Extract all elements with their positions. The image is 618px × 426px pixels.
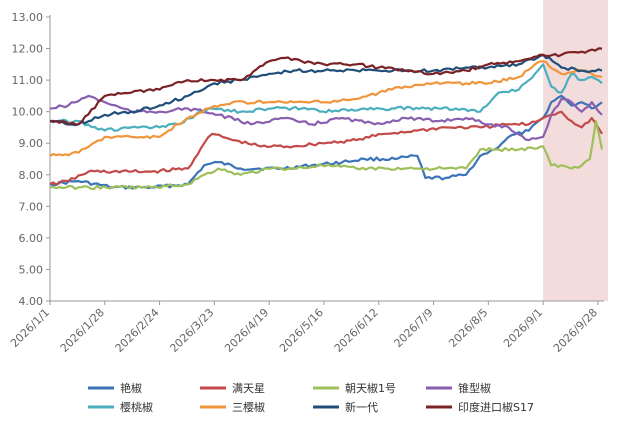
series-line-4 [49,94,603,142]
y-tick-label: 11.00 [12,74,44,87]
series-line-3 [49,120,604,190]
legend-label: 新一代 [345,400,378,414]
x-tick-label: 2026/9/1 [501,306,545,350]
x-tick-label: 2026/4/19 [222,306,271,355]
x-tick-label: 2026/1/28 [58,306,107,355]
series-line-2 [49,110,603,186]
legend-label: 三樱椒 [232,400,265,414]
x-tick-label: 2026/1/1 [8,306,52,350]
highlight-band [543,0,608,301]
series-line-7 [49,53,603,127]
x-tick-label: 2026/2/24 [113,306,162,355]
y-tick-label: 9.00 [19,137,44,150]
series-line-5 [49,63,603,132]
y-tick-label: 12.00 [12,43,44,56]
y-tick-label: 7.00 [19,200,44,213]
y-tick-label: 10.00 [12,106,44,119]
x-tick-label: 2026/8/5 [446,306,490,350]
x-tick-label: 2026/3/23 [167,306,216,355]
legend-label: 艳椒 [120,381,142,395]
y-tick-label: 4.00 [19,295,44,308]
series-line-6 [49,60,603,157]
legend-label: 樱桃椒 [120,400,153,414]
x-tick-label: 2026/6/12 [332,306,381,355]
y-tick-label: 6.00 [19,232,44,245]
y-tick-label: 5.00 [19,263,44,276]
x-tick-label: 2026/5/16 [277,306,326,355]
legend-label: 锥型椒 [458,381,491,395]
legend-label: 印度进口椒S17 [458,400,534,414]
legend-label: 满天星 [232,382,265,395]
x-tick-label: 2026/7/9 [392,306,436,350]
y-tick-label: 8.00 [19,169,44,182]
legend-label: 朝天椒1号 [345,381,396,395]
x-tick-label: 2026/9/28 [551,306,600,355]
y-tick-label: 13.00 [12,11,44,24]
series-line-8 [49,47,603,126]
